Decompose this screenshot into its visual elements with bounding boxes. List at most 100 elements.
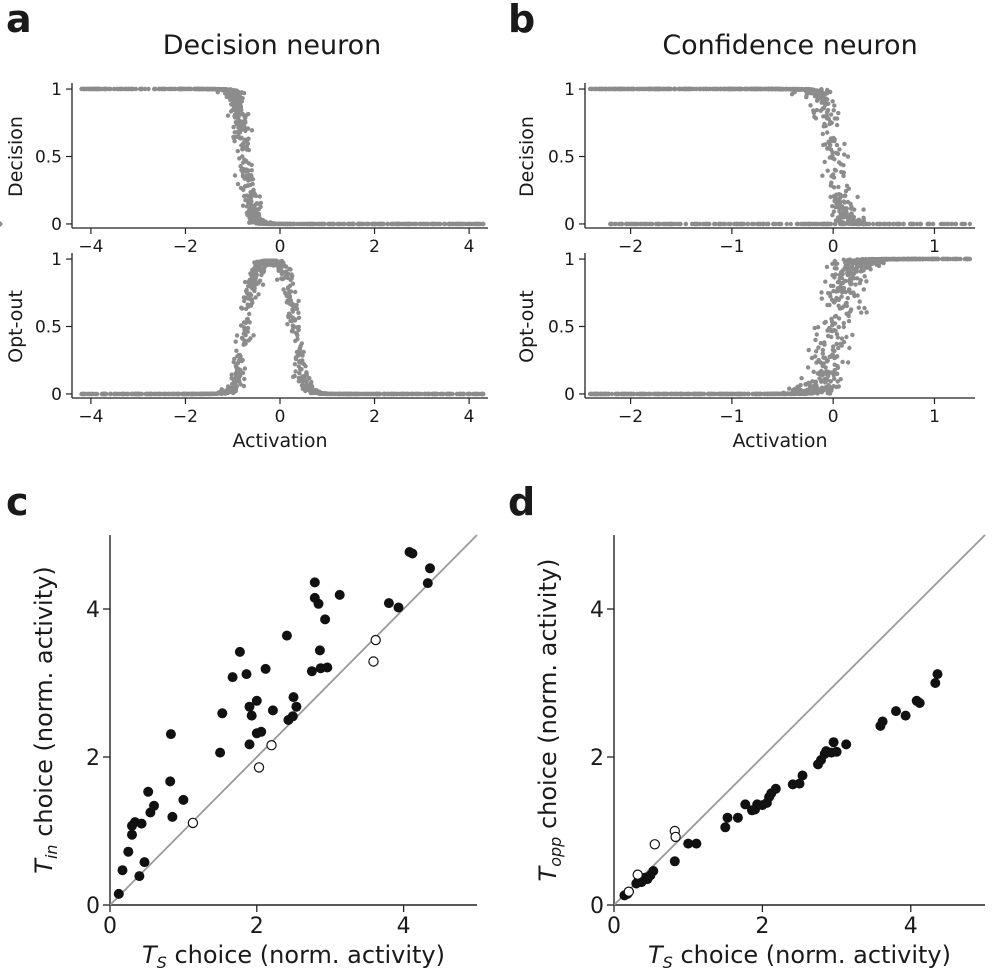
data-point bbox=[276, 261, 281, 266]
data-point bbox=[830, 204, 835, 209]
data-point bbox=[606, 391, 611, 397]
y-axis-label-text: choice (norm. activity) bbox=[30, 566, 58, 844]
data-point bbox=[481, 391, 486, 397]
data-point bbox=[238, 354, 243, 359]
data-point bbox=[245, 212, 250, 218]
data-point bbox=[252, 218, 257, 223]
data-point bbox=[822, 342, 827, 347]
data-point bbox=[244, 147, 249, 152]
data-point bbox=[249, 277, 254, 283]
data-point bbox=[863, 265, 868, 270]
data-point bbox=[365, 391, 370, 397]
data-point bbox=[753, 391, 758, 397]
data-point bbox=[820, 131, 825, 137]
data-point bbox=[291, 374, 296, 379]
data-point bbox=[652, 391, 658, 397]
data-point bbox=[441, 391, 446, 397]
data-point bbox=[293, 338, 298, 344]
data-point bbox=[296, 324, 301, 330]
data-point bbox=[831, 299, 836, 304]
data-point bbox=[841, 304, 846, 309]
data-point bbox=[794, 221, 800, 227]
data-point bbox=[826, 369, 831, 374]
data-point bbox=[838, 221, 843, 227]
data-point bbox=[905, 256, 911, 262]
data-point bbox=[825, 168, 830, 173]
data-point bbox=[232, 173, 238, 178]
data-point bbox=[778, 391, 783, 397]
x-axis-label: Activation bbox=[732, 430, 827, 452]
data-point bbox=[229, 376, 234, 381]
data-point bbox=[849, 258, 854, 264]
data-point-filled bbox=[669, 856, 680, 867]
data-point bbox=[836, 316, 842, 321]
y-tick-label: 1 bbox=[51, 80, 62, 100]
data-point bbox=[294, 331, 299, 336]
data-point bbox=[835, 379, 840, 384]
data-point bbox=[846, 287, 852, 292]
data-point bbox=[225, 113, 231, 118]
data-point bbox=[822, 102, 828, 108]
x-tick-label: 2 bbox=[755, 914, 769, 939]
data-point bbox=[820, 361, 825, 366]
data-point bbox=[824, 359, 830, 364]
data-point bbox=[249, 128, 255, 133]
data-point bbox=[806, 90, 811, 95]
data-point-open bbox=[368, 656, 379, 667]
data-point bbox=[442, 221, 447, 227]
data-point bbox=[467, 221, 472, 227]
data-point bbox=[243, 174, 248, 180]
data-point bbox=[862, 305, 867, 311]
data-point bbox=[861, 268, 866, 273]
data-point bbox=[725, 391, 731, 397]
data-point bbox=[138, 86, 143, 92]
y-axis-label: Topp choice (norm. activity) bbox=[534, 559, 565, 882]
data-point bbox=[227, 388, 232, 393]
subplot-a-optout: 0 0.5 1 −4 −2 0 2 4 Opt-out Activation bbox=[5, 250, 488, 452]
y-axis-label-text: choice (norm. activity) bbox=[534, 559, 562, 837]
x-axis-label-subscript: S bbox=[157, 953, 167, 972]
subplot-b-optout: 0 0.5 1 −2 −1 0 1 Opt-out Activation bbox=[516, 250, 975, 452]
data-point bbox=[311, 390, 316, 395]
data-point bbox=[911, 256, 916, 262]
data-point bbox=[808, 387, 814, 393]
data-point bbox=[703, 86, 709, 92]
data-point bbox=[315, 221, 320, 227]
data-point bbox=[826, 373, 831, 379]
data-point bbox=[860, 259, 865, 264]
data-point bbox=[289, 328, 295, 334]
data-point bbox=[818, 341, 824, 346]
data-point bbox=[830, 212, 835, 218]
data-point bbox=[672, 221, 678, 227]
data-point bbox=[195, 86, 201, 92]
data-point bbox=[845, 295, 850, 301]
data-point bbox=[695, 221, 700, 227]
data-point bbox=[831, 373, 836, 378]
data-point bbox=[848, 281, 853, 286]
data-point-filled bbox=[393, 602, 404, 613]
data-point bbox=[638, 221, 643, 227]
data-point bbox=[188, 86, 194, 92]
data-point bbox=[838, 377, 843, 382]
data-point bbox=[831, 344, 836, 349]
data-point bbox=[644, 86, 649, 92]
data-point bbox=[159, 391, 164, 397]
data-point bbox=[835, 371, 840, 376]
x-axis-label-text: choice (norm. activity) bbox=[167, 941, 445, 969]
data-point bbox=[836, 184, 841, 190]
data-point-filled bbox=[683, 838, 694, 849]
data-point bbox=[239, 143, 244, 148]
data-point bbox=[824, 387, 829, 392]
data-point bbox=[683, 221, 688, 227]
data-point bbox=[832, 167, 838, 172]
subplot-b-decision: 0 0.5 1 −2 −1 0 1 Decision bbox=[0, 80, 975, 257]
data-point bbox=[841, 163, 846, 168]
data-point bbox=[856, 305, 861, 310]
y-tick-label: 0 bbox=[86, 894, 100, 919]
data-point bbox=[236, 92, 241, 98]
data-point bbox=[671, 86, 677, 92]
data-point bbox=[889, 257, 894, 262]
x-tick-label: 0 bbox=[275, 237, 286, 257]
data-point bbox=[239, 167, 244, 173]
